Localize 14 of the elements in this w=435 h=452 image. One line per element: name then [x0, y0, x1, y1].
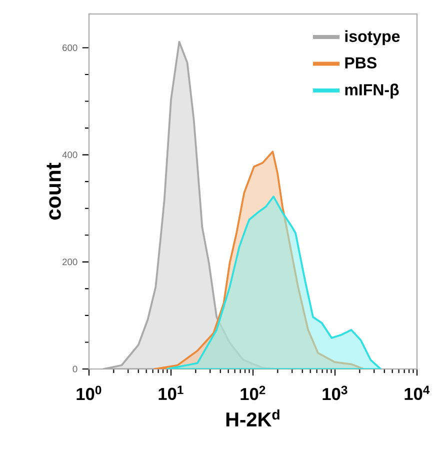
x-tick-label: 10$^{2}$ — [240, 386, 266, 400]
y-tick-label: 600 — [62, 44, 78, 52]
y-tick-label: 0 — [72, 366, 78, 372]
x-axis-title: H-2K$^{d}$ — [226, 409, 280, 426]
x-tick-label: 10$^{3}$ — [322, 386, 348, 400]
legend-label: mIFN-β — [345, 84, 399, 99]
y-tick-label: 200 — [62, 258, 78, 266]
x-tick-label: 10$^{0}$ — [76, 386, 102, 400]
x-tick-label: 10$^{1}$ — [158, 386, 184, 400]
legend-label: PBS — [345, 57, 376, 68]
y-axis-title: count — [46, 162, 61, 220]
legend-label: isotype — [345, 30, 400, 46]
y-tick-label: 400 — [62, 152, 78, 158]
x-tick-label: 10$^{4}$ — [404, 386, 430, 400]
